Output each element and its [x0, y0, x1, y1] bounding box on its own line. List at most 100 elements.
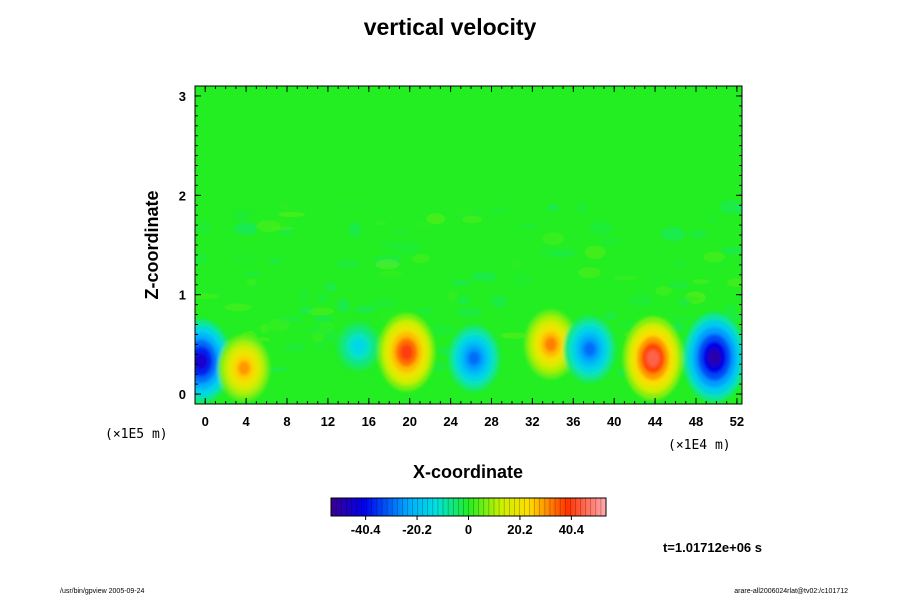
- velocity-cell: [646, 349, 660, 367]
- texture-cell: [520, 223, 538, 229]
- texture-cell: [284, 342, 307, 352]
- velocity-cell: [583, 342, 596, 357]
- texture-cell: [195, 264, 208, 269]
- x-tick-label: 20: [402, 414, 416, 429]
- colorbar-ticks: -40.4 -20.2 0 20.2 40.4: [351, 516, 585, 537]
- texture-cell: [655, 286, 672, 296]
- x-tick-label: 52: [730, 414, 744, 429]
- texture-cell: [513, 259, 523, 269]
- x-tick-label: 8: [283, 414, 290, 429]
- texture-cell: [325, 281, 336, 293]
- texture-cell: [708, 256, 727, 265]
- velocity-cell: [238, 361, 251, 376]
- texture-cell: [721, 247, 742, 254]
- texture-cell: [374, 254, 402, 265]
- texture-cell: [456, 296, 470, 305]
- texture-cell: [395, 227, 409, 235]
- texture-cell: [470, 206, 483, 218]
- texture-cell: [514, 273, 533, 287]
- texture-cell: [413, 221, 435, 230]
- footer-left: /usr/bin/gpview 2005-09-24: [60, 588, 145, 595]
- y-tick-label: 0: [179, 387, 186, 402]
- texture-cell: [279, 226, 293, 236]
- time-label: t=1.01712e+06 s: [662, 540, 762, 555]
- texture-cell: [377, 242, 402, 248]
- texture-cell: [485, 210, 497, 220]
- texture-cell: [500, 332, 527, 339]
- texture-cell: [447, 290, 458, 302]
- y-tick-label: 3: [179, 89, 186, 104]
- texture-cell: [396, 219, 410, 224]
- texture-cell: [374, 261, 401, 268]
- texture-cell: [234, 222, 258, 235]
- texture-cell: [576, 204, 587, 212]
- texture-cell: [312, 331, 324, 343]
- texture-cell: [617, 322, 638, 328]
- texture-cell: [216, 244, 236, 254]
- colorbar-tick-label: -20.2: [402, 522, 432, 537]
- texture-cell: [412, 253, 430, 264]
- x-tick-label: 40: [607, 414, 621, 429]
- texture-cell: [706, 218, 716, 224]
- texture-cell: [660, 227, 686, 242]
- texture-cell: [307, 307, 335, 316]
- texture-cell: [309, 325, 336, 336]
- x-tick-label: 32: [525, 414, 539, 429]
- velocity-cell: [468, 351, 481, 366]
- chart-title: vertical velocity: [363, 14, 537, 40]
- x-tick-label: 16: [362, 414, 376, 429]
- texture-cell: [726, 278, 742, 287]
- texture-cell: [599, 236, 622, 246]
- texture-cell: [491, 295, 508, 308]
- colorbar-tick-label: 20.2: [507, 522, 532, 537]
- x-tick-label: 48: [689, 414, 703, 429]
- x-tick-label: 0: [202, 414, 209, 429]
- texture-cell: [271, 226, 294, 231]
- texture-cell: [603, 311, 617, 321]
- texture-cell: [246, 278, 257, 287]
- texture-cell: [316, 343, 326, 348]
- texture-cell: [195, 252, 209, 266]
- texture-cell: [578, 267, 601, 279]
- y-tick-label: 1: [179, 288, 186, 303]
- y-axis: 0 1 2 3: [179, 89, 742, 402]
- texture-cell: [547, 203, 559, 211]
- texture-cell: [703, 251, 725, 263]
- velocity-cell: [544, 337, 557, 352]
- texture-cell: [426, 213, 446, 224]
- texture-cell: [278, 315, 303, 323]
- y-tick-label: 2: [179, 188, 186, 203]
- colorbar-tick-label: -40.4: [351, 522, 381, 537]
- texture-cell: [394, 241, 421, 255]
- colorbar: [331, 498, 606, 516]
- colorbar-tick-label: 40.4: [559, 522, 585, 537]
- texture-cell: [589, 221, 614, 235]
- y-unit-label: (×1E5 m): [105, 427, 168, 442]
- texture-cell: [233, 208, 256, 220]
- velocity-cell: [353, 340, 364, 353]
- texture-cell: [347, 227, 362, 238]
- texture-cell: [723, 303, 737, 318]
- texture-cell: [454, 205, 477, 217]
- texture-cell: [689, 230, 708, 239]
- texture-cell: [339, 202, 362, 210]
- texture-cell: [370, 298, 396, 309]
- velocity-cell: [707, 348, 722, 367]
- footer-right: arare-all2006024rlat@tv02:/c101712: [734, 588, 848, 595]
- texture-cell: [324, 271, 340, 276]
- texture-cell: [676, 295, 700, 303]
- texture-cell: [260, 323, 269, 334]
- texture-cell: [726, 313, 742, 320]
- texture-cell: [628, 294, 653, 307]
- texture-cell: [692, 279, 710, 284]
- x-tick-label: 24: [443, 414, 458, 429]
- texture-cell: [268, 258, 283, 264]
- texture-cell: [201, 287, 221, 292]
- texture-cell: [375, 221, 387, 227]
- x-tick-label: 36: [566, 414, 580, 429]
- texture-cell: [451, 280, 472, 286]
- texture-cell: [276, 217, 291, 227]
- velocity-cell: [400, 344, 413, 361]
- texture-cell: [316, 292, 328, 304]
- texture-cell: [720, 200, 741, 214]
